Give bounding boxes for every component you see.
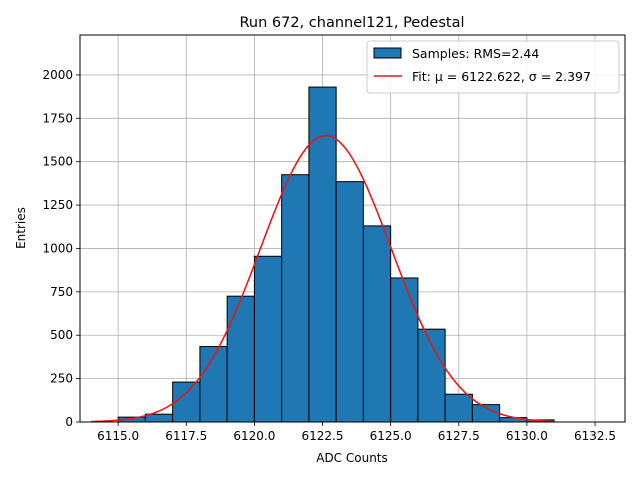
x-tick-label: 6132.5 <box>574 429 616 443</box>
histogram-bar <box>172 381 201 423</box>
histogram-bar <box>390 277 419 423</box>
y-tick-label: 2000 <box>42 68 73 82</box>
y-tick-label: 0 <box>65 415 73 429</box>
histogram-bar <box>308 86 337 423</box>
y-tick-label: 500 <box>50 328 73 342</box>
y-tick-label: 1500 <box>42 155 73 169</box>
histogram-bars <box>117 86 555 423</box>
y-tick-label: 1250 <box>42 198 73 212</box>
y-axis-label: Entries <box>14 207 28 249</box>
histogram-bar <box>253 255 283 423</box>
x-tick-label: 6117.5 <box>165 429 207 443</box>
histogram-bar <box>362 225 392 423</box>
legend-label-samples: Samples: RMS=2.44 <box>412 46 539 61</box>
histogram-bar <box>335 181 364 423</box>
legend-label-fit: Fit: μ = 6122.622, σ = 2.397 <box>412 69 591 84</box>
x-tick-label: 6120.0 <box>233 429 275 443</box>
chart-title: Run 672, channel121, Pedestal <box>239 15 464 31</box>
y-tick-label: 750 <box>50 285 73 299</box>
x-tick-label: 6127.5 <box>438 429 480 443</box>
x-axis-ticks: 6115.0 6117.5 6120.0 6122.5 6125.0 6127.5 6130… <box>97 422 616 443</box>
x-tick-label: 6122.5 <box>302 429 344 443</box>
histogram-bar <box>281 174 310 423</box>
y-axis-ticks: 0 250 500 750 1000 1250 1500 1750 2000 <box>42 68 80 429</box>
x-tick-label: 6115.0 <box>97 429 139 443</box>
x-tick-label: 6125.0 <box>370 429 412 443</box>
legend: Samples: RMS=2.44 Fit: μ = 6122.622, σ =… <box>366 40 620 94</box>
y-tick-label: 250 <box>50 372 73 386</box>
histogram-bar <box>226 295 255 423</box>
y-tick-label: 1000 <box>42 241 73 255</box>
gaussian-fit-line <box>90 134 555 423</box>
x-axis-label: ADC Counts <box>316 451 388 465</box>
y-tick-label: 1750 <box>42 111 73 125</box>
legend-swatch-samples <box>373 47 402 59</box>
x-tick-label: 6130.0 <box>506 429 548 443</box>
plot-frame <box>79 34 626 423</box>
histogram-bar <box>144 413 174 423</box>
legend-box <box>366 40 620 94</box>
histogram-bar <box>444 393 473 423</box>
